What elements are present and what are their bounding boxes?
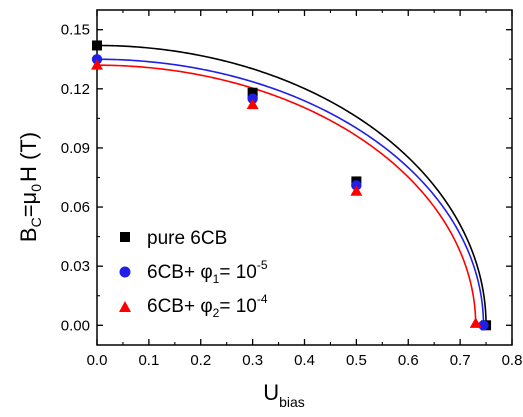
data-point-square (92, 40, 102, 51)
legend: pure 6CB 6CB+ φ1= 10-5 6CB+ φ2= 10-4 (119, 228, 268, 320)
plot-frame (96, 9, 513, 346)
legend-marker-square (120, 232, 130, 242)
fit-curve (96, 44, 487, 326)
y-axis-title: BC=μ0H (T) (16, 132, 44, 242)
x-tick-label: 0.0 (87, 352, 108, 369)
data-point-triangle (469, 317, 482, 328)
x-tick-label: 0.5 (346, 352, 367, 369)
y-tick-label: 0.06 (61, 199, 90, 216)
legend-label-phi2: 6CB+ φ2= 10-4 (147, 292, 268, 320)
fit-curve (96, 58, 485, 326)
y-tick-label: 0.00 (61, 317, 90, 334)
x-tick-label: 0.8 (502, 352, 523, 369)
data-point-circle (478, 320, 489, 331)
x-axis-title: Ubias (263, 380, 305, 410)
data-points (91, 40, 492, 331)
data-point-triangle (246, 98, 259, 110)
legend-marker-circle (119, 266, 131, 278)
y-tick-label: 0.15 (61, 22, 90, 39)
fit-curves (96, 44, 487, 326)
data-point-triangle (350, 185, 363, 196)
x-tick-label: 0.6 (398, 352, 419, 369)
y-tick-label: 0.09 (61, 140, 90, 157)
legend-label-pure-6cb: pure 6CB (147, 228, 227, 249)
data-point-square (247, 87, 258, 98)
x-tick-label: 0.7 (450, 352, 471, 369)
axis-ticks: 0.0 0.1 0.2 0.3 0.4 0.5 0.6 0.7 0.8 0.00 0.03 0.06 0… (61, 10, 523, 369)
y-tick-label: 0.12 (61, 81, 90, 98)
x-tick-label: 0.1 (138, 352, 159, 369)
x-tick-label: 0.4 (294, 352, 315, 369)
data-point-triangle (91, 59, 103, 70)
y-tick-label: 0.03 (61, 258, 90, 275)
x-tick-label: 0.3 (242, 352, 263, 369)
legend-marker-triangle (119, 301, 131, 312)
x-tick-label: 0.2 (190, 352, 211, 369)
fit-curve (97, 64, 477, 326)
legend-label-phi1: 6CB+ φ1= 10-5 (147, 258, 268, 286)
